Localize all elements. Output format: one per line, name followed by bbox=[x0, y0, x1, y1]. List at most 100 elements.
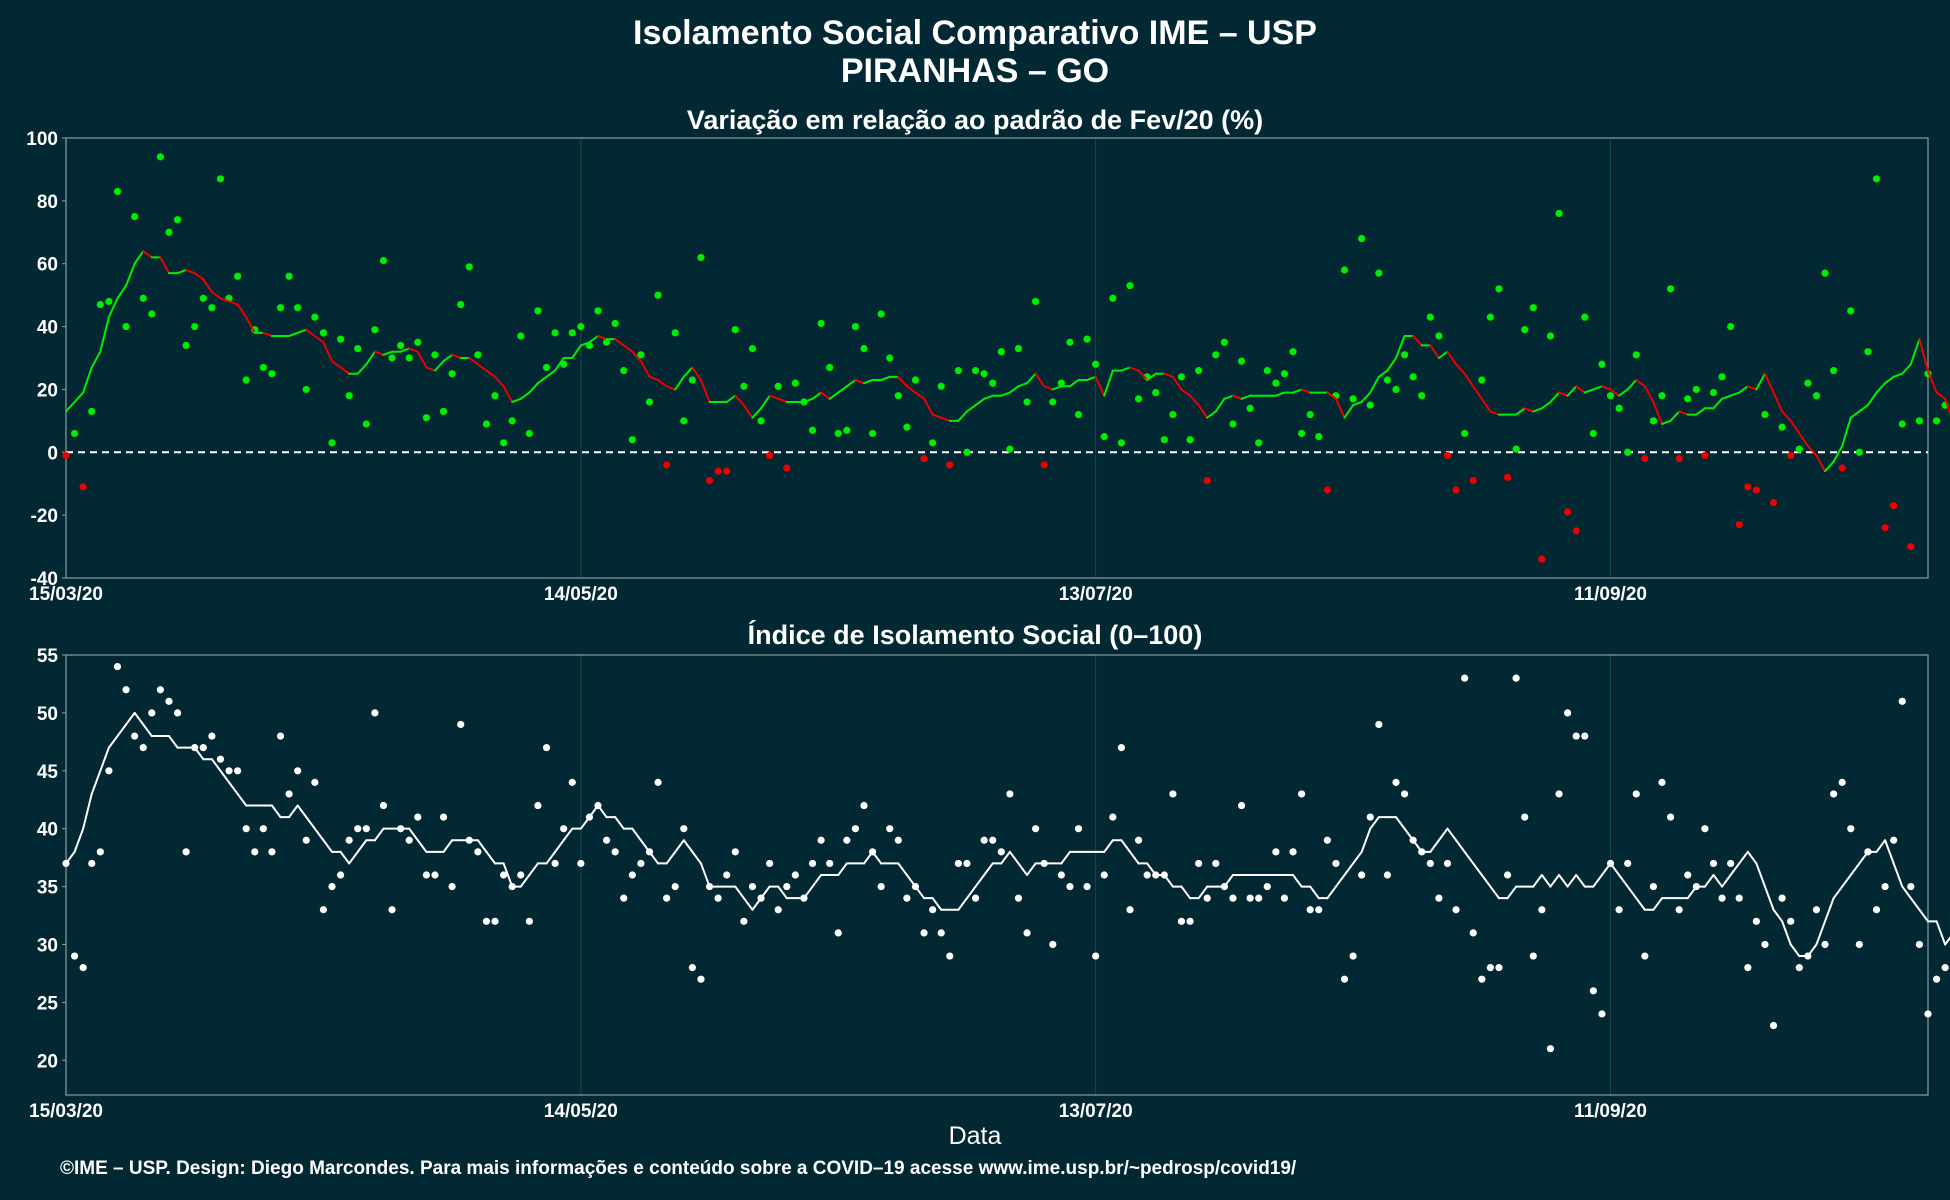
data-point bbox=[1718, 894, 1726, 902]
data-point bbox=[1177, 917, 1186, 925]
moving-average-segment bbox=[545, 369, 557, 378]
moving-average-segment bbox=[511, 397, 522, 403]
data-point bbox=[929, 906, 937, 914]
moving-average-segment bbox=[1703, 874, 1715, 888]
data-point bbox=[1649, 882, 1658, 891]
data-point bbox=[319, 906, 328, 914]
moving-average-segment bbox=[1858, 850, 1869, 865]
data-point bbox=[79, 483, 87, 491]
data-point bbox=[946, 461, 954, 469]
moving-average-segment bbox=[1180, 388, 1192, 397]
moving-average-segment bbox=[1600, 862, 1612, 876]
data-point bbox=[148, 310, 156, 318]
data-point bbox=[1915, 940, 1924, 949]
moving-average-segment bbox=[288, 331, 299, 337]
moving-average-segment bbox=[1824, 460, 1835, 473]
moving-average-segment bbox=[845, 379, 857, 388]
moving-average-segment bbox=[742, 404, 754, 419]
moving-average-segment bbox=[1652, 401, 1663, 425]
moving-average-segment bbox=[1472, 385, 1483, 400]
data-point bbox=[1546, 1045, 1555, 1053]
data-point bbox=[491, 917, 499, 925]
moving-average-segment bbox=[1463, 372, 1475, 388]
moving-average-segment bbox=[202, 278, 213, 293]
data-point bbox=[1323, 836, 1331, 844]
data-point bbox=[88, 407, 96, 416]
moving-average-segment bbox=[1240, 394, 1252, 400]
moving-average-segment bbox=[1944, 397, 1950, 417]
data-point bbox=[1684, 395, 1692, 403]
moving-average-segment bbox=[1763, 372, 1775, 394]
data-point bbox=[1907, 882, 1915, 891]
data-point bbox=[422, 414, 430, 422]
data-point bbox=[1237, 357, 1246, 365]
data-point bbox=[1503, 871, 1512, 879]
moving-average-segment bbox=[1489, 410, 1500, 416]
moving-average-segment bbox=[554, 839, 565, 853]
data-point bbox=[1057, 379, 1065, 387]
moving-average-segment bbox=[65, 401, 76, 413]
moving-average-segment bbox=[1403, 827, 1415, 842]
moving-average-segment bbox=[1455, 839, 1466, 853]
moving-average-segment bbox=[897, 375, 908, 388]
x-tick-label: 11/09/20 bbox=[1574, 1101, 1647, 1122]
data-point bbox=[1032, 297, 1040, 306]
data-point bbox=[1400, 351, 1409, 359]
data-point bbox=[688, 964, 696, 972]
data-point bbox=[96, 848, 104, 856]
data-point bbox=[276, 732, 285, 740]
moving-average-segment bbox=[1841, 874, 1852, 888]
moving-average-segment bbox=[331, 360, 342, 369]
data-point bbox=[1392, 385, 1400, 394]
moving-average-segment bbox=[1223, 394, 1234, 400]
moving-average-segment bbox=[957, 897, 968, 911]
data-point bbox=[1555, 209, 1563, 218]
moving-average-segment bbox=[356, 839, 368, 853]
moving-average-segment bbox=[1360, 391, 1372, 403]
moving-average-segment bbox=[1369, 816, 1380, 830]
moving-average-segment bbox=[1781, 920, 1792, 946]
moving-average-segment bbox=[228, 300, 239, 306]
data-point bbox=[886, 354, 894, 362]
moving-average-segment bbox=[1300, 388, 1312, 394]
moving-average-segment bbox=[408, 827, 419, 842]
moving-average-segment bbox=[674, 839, 685, 853]
data-point bbox=[1830, 366, 1838, 375]
moving-average-segment bbox=[322, 839, 333, 853]
data-point bbox=[1890, 836, 1898, 844]
moving-average-segment bbox=[1935, 391, 1947, 400]
data-point bbox=[1117, 744, 1126, 752]
data-point bbox=[448, 882, 456, 891]
x-tick-label: 11/09/20 bbox=[1574, 584, 1647, 605]
data-point bbox=[191, 322, 199, 331]
data-point bbox=[1932, 975, 1941, 983]
data-point bbox=[1049, 940, 1057, 949]
moving-average-segment bbox=[554, 357, 565, 372]
moving-average-segment bbox=[1086, 375, 1097, 381]
data-point bbox=[259, 825, 267, 833]
data-point bbox=[1134, 836, 1143, 844]
moving-average-segment bbox=[1592, 874, 1603, 888]
data-point bbox=[362, 420, 370, 428]
moving-average-segment bbox=[631, 350, 642, 363]
data-point bbox=[1109, 813, 1117, 821]
moving-average-segment bbox=[1884, 375, 1895, 385]
moving-average-segment bbox=[742, 897, 754, 911]
data-point bbox=[345, 836, 353, 844]
data-point bbox=[611, 848, 619, 856]
moving-average-segment bbox=[1446, 350, 1458, 366]
data-point bbox=[723, 871, 731, 879]
chart-title-line2: PIRANHAS – GO bbox=[840, 52, 1110, 90]
data-point bbox=[1066, 882, 1074, 891]
data-point bbox=[851, 825, 860, 833]
data-point bbox=[834, 929, 842, 937]
moving-average-segment bbox=[1429, 839, 1440, 853]
data-point bbox=[1761, 940, 1769, 949]
data-point bbox=[1572, 527, 1580, 535]
moving-average-segment bbox=[1532, 874, 1543, 888]
moving-average-segment bbox=[1060, 850, 1071, 865]
data-point bbox=[783, 882, 791, 891]
data-point bbox=[1529, 304, 1537, 312]
data-point bbox=[1409, 373, 1417, 381]
moving-average-segment bbox=[1781, 410, 1792, 422]
